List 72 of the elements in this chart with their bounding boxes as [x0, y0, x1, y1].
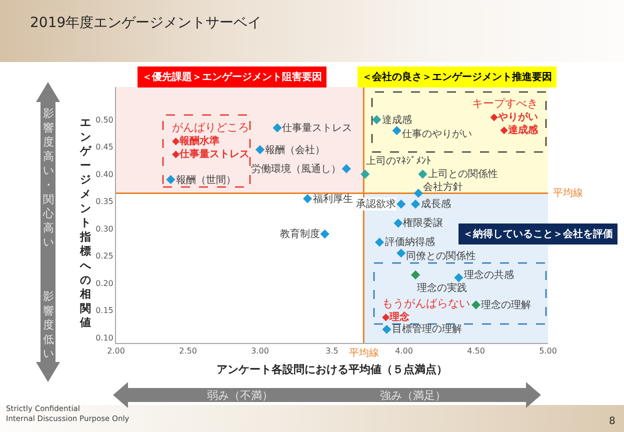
point	[418, 170, 428, 179]
annotation: 理念の理解	[481, 299, 531, 311]
x-tick-label: 5.00	[539, 346, 557, 356]
point	[272, 123, 282, 132]
x-tick-label: 3.5	[326, 346, 338, 356]
annotation: 上司との関係性	[428, 168, 498, 180]
ref-line-label: 平均線	[553, 187, 583, 199]
annotation: 評価納得感	[385, 236, 435, 248]
annotation: 理念の共感	[464, 269, 514, 281]
point	[372, 115, 382, 124]
point	[166, 175, 176, 184]
annotation: もうがんばらない ◆理念	[382, 297, 470, 323]
annotation: ＜納得していること＞会社を評価	[463, 228, 613, 240]
text: 影響度高い・関心高い	[43, 107, 54, 249]
annotation: 同僚との関係性	[406, 250, 476, 262]
point	[394, 218, 403, 228]
annotation: 達成感	[382, 114, 412, 126]
y-tick-label: 0.25	[96, 252, 114, 261]
text: ＜優先課題＞エンゲージメント阻害要因	[142, 71, 322, 83]
text: ＜会社の良さ＞エンゲージメント推進要因	[362, 71, 552, 83]
x-tick-label: 2.50	[179, 346, 197, 356]
ref-line-label: 平均線	[349, 347, 379, 359]
annotation: キープすべき ◆やりがい ◆達成感	[472, 97, 539, 136]
x-tick-label: 3.00	[251, 346, 269, 356]
text: 強み（満足）	[380, 389, 446, 402]
point	[382, 324, 392, 334]
point	[302, 194, 312, 204]
point	[414, 188, 423, 198]
annotation: 仕事のやりがい	[402, 128, 472, 140]
point	[320, 230, 330, 239]
y-tick-label: 0.30	[96, 224, 114, 234]
x-tick-label: 4.00	[395, 346, 413, 356]
annotation: 仕事量ストレス	[282, 122, 352, 134]
chart-title: 2019年度エンゲージメントサーベイ	[30, 14, 262, 31]
y-tick-label: 0.15	[96, 306, 114, 316]
annotation: 労働環境（風通し）	[251, 163, 341, 175]
annotation: 成長感	[421, 198, 451, 210]
x-tick-label: 4.50	[467, 346, 485, 356]
annotation: 権限委譲	[403, 217, 443, 229]
text: エンゲージメント指標への相関値	[80, 116, 91, 330]
point	[471, 300, 481, 310]
y-tick-label: 0.45	[96, 142, 114, 152]
y-tick-label: 0.40	[96, 170, 114, 179]
annotation: 理念の実践	[417, 282, 467, 294]
point	[396, 248, 406, 258]
annotation: 上司のﾏﾈｼﾞﾒﾝﾄ	[366, 155, 431, 167]
point	[410, 200, 420, 209]
y-tick-label: 0.35	[96, 197, 114, 206]
annotation: 教育制度	[280, 228, 320, 240]
annotation: 報酬（会社）	[265, 144, 325, 156]
point	[255, 145, 265, 154]
y-tick-label: 0.20	[96, 278, 114, 288]
annotation: がんばりどころ ◆報酬水準 ◆仕事量ストレス	[172, 121, 250, 160]
y-tick-label: 0.50	[96, 115, 114, 124]
point	[392, 126, 402, 136]
text: 影響度低い	[43, 290, 54, 360]
point	[342, 164, 351, 174]
point	[374, 238, 384, 247]
point	[396, 200, 406, 209]
annotation: 福利厚生	[313, 193, 353, 205]
point	[360, 170, 370, 179]
point	[410, 270, 420, 280]
annotation: 会社方針	[423, 181, 463, 193]
text: 8	[609, 416, 616, 427]
point	[454, 273, 464, 282]
annotation: 承認欲求	[356, 198, 396, 210]
annotation: 目標管理の理解	[392, 323, 462, 335]
text: 弱み（不満）	[207, 389, 273, 402]
annotation: 報酬（世間）	[176, 174, 236, 186]
x-tick-label: 2.00	[107, 346, 125, 356]
x-axis-title: アンケート各設問における平均値（５点満点）	[216, 362, 448, 376]
y-tick-label: 0.10	[96, 333, 114, 342]
